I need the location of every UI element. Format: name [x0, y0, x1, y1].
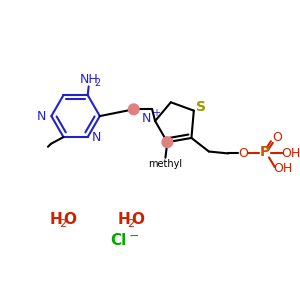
Text: O: O: [273, 131, 283, 144]
Text: +: +: [152, 108, 160, 118]
Circle shape: [128, 104, 139, 115]
Text: O: O: [131, 212, 144, 227]
Text: H: H: [118, 212, 130, 227]
Text: S: S: [196, 100, 206, 114]
Text: 2: 2: [94, 77, 101, 88]
Text: O: O: [63, 212, 76, 227]
Text: N: N: [142, 112, 151, 124]
Text: N: N: [92, 130, 101, 144]
Text: P: P: [260, 146, 270, 160]
Text: methyl: methyl: [148, 158, 182, 169]
Text: 2: 2: [127, 219, 134, 229]
Text: NH: NH: [79, 73, 98, 86]
Text: OH: OH: [273, 162, 292, 176]
Text: 2: 2: [59, 219, 67, 229]
Text: Cl: Cl: [110, 232, 126, 247]
Text: −: −: [128, 230, 139, 243]
Circle shape: [162, 137, 173, 148]
Text: N: N: [37, 110, 46, 123]
Text: H: H: [50, 212, 63, 227]
Text: O: O: [238, 147, 248, 160]
Text: OH: OH: [282, 147, 300, 160]
